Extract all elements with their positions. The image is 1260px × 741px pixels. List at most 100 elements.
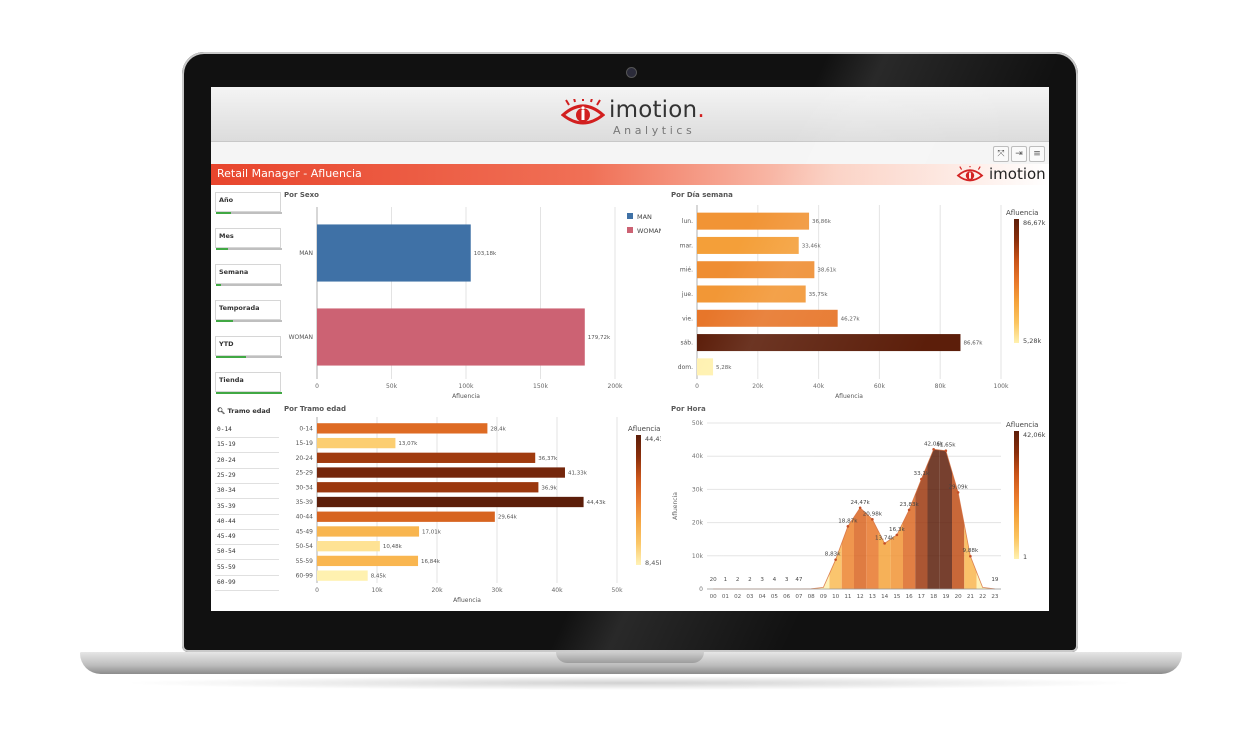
menu-button[interactable]: ≡: [1029, 146, 1045, 162]
bar: [317, 570, 368, 581]
filter-selection-fill: [216, 212, 231, 214]
y-tick-label: 40k: [692, 453, 704, 460]
legend-max: 44,43k: [645, 435, 661, 443]
data-label: 41,33k: [568, 471, 588, 477]
filter-5[interactable]: YTD: [215, 336, 282, 358]
x-tick-label: 09: [820, 594, 828, 600]
app-header: imotion. Analytics: [211, 87, 1049, 142]
bar: [317, 511, 495, 522]
x-tick-label: 00: [710, 594, 718, 600]
y-axis-label: Afluencia: [672, 492, 679, 520]
tramo-item[interactable]: 30-34: [215, 484, 279, 500]
data-label: 23,83k: [899, 502, 919, 508]
x-tick-label: 14: [881, 594, 889, 600]
tramo-item-label: 25-29: [217, 471, 236, 479]
chart-tramo: 0 10k 20k 30k 40k 50k 28,4k 0-14 13,07k 15-19 36,3…: [296, 417, 661, 604]
area-segment: [903, 494, 916, 589]
bar: [697, 212, 810, 230]
x-tick-label: 13: [869, 594, 877, 600]
filter-1[interactable]: Año: [215, 192, 282, 214]
filter-selection-fill: [216, 284, 222, 286]
tramo-item[interactable]: 15-19: [215, 438, 279, 454]
tramo-item[interactable]: 0-14: [215, 423, 279, 438]
data-point: [956, 491, 960, 494]
tramo-item[interactable]: 20-24: [215, 454, 279, 469]
data-point: [907, 508, 911, 512]
data-label: 17,01k: [422, 529, 442, 535]
data-label: 28,4k: [490, 426, 506, 432]
category-label: 60-99: [296, 573, 314, 580]
legend-max: 86,67k: [1023, 219, 1046, 227]
data-label: 19: [991, 577, 999, 583]
x-tick-label: 17: [918, 594, 926, 600]
tramo-item[interactable]: 60-99: [215, 576, 279, 591]
data-label: 41,65k: [936, 443, 956, 449]
legend-min: 1: [1023, 553, 1027, 561]
x-tick-label: 20k: [752, 383, 764, 390]
brand-logo: imotion. Analytics: [561, 93, 721, 137]
tramo-item[interactable]: 40-44: [215, 515, 279, 530]
area-segment: [878, 531, 891, 589]
small-brand-name: imotion: [989, 165, 1046, 183]
tramo-item[interactable]: 50-54: [215, 545, 279, 561]
eye-logo-icon: [956, 166, 984, 182]
area-segment: [866, 513, 879, 589]
area-segment: [952, 471, 965, 589]
x-tick-label: 22: [979, 594, 986, 600]
data-label: 42,06k: [924, 441, 944, 447]
legend-color-bar: [1014, 431, 1019, 559]
x-tick-label: 01: [722, 594, 730, 600]
bar: [317, 308, 585, 366]
filter-selection-fill: [216, 248, 228, 250]
filter-label: Año: [219, 196, 234, 204]
tramo-item-label: 45-49: [217, 533, 236, 541]
tramo-item-label: 20-24: [217, 456, 236, 464]
filter-selection-bar: [216, 248, 282, 250]
category-label: WOMAN: [289, 334, 313, 341]
filter-3[interactable]: Semana: [215, 264, 282, 286]
filter-6[interactable]: Tienda: [215, 372, 282, 394]
data-label: 2: [748, 577, 752, 583]
filter-2[interactable]: Mes: [215, 228, 282, 250]
chart-title-sexo: Por Sexo: [284, 191, 319, 199]
x-tick-label: 08: [808, 594, 816, 600]
data-point: [858, 506, 862, 510]
chart-dia: 0 20k 40k 60k 80k 100k 36,86k lun. 33,46k mar. 38,…: [678, 205, 1046, 400]
tramo-item[interactable]: 25-29: [215, 469, 279, 484]
tramo-item[interactable]: 35-39: [215, 500, 279, 515]
category-label: 40-44: [296, 514, 314, 521]
legend-label: WOMAN: [637, 227, 661, 235]
area-segment: [939, 450, 952, 589]
y-tick-label: 10k: [692, 553, 704, 560]
tramo-item-label: 60-99: [217, 579, 236, 586]
data-label: 47: [795, 577, 803, 583]
tramo-item[interactable]: 45-49: [215, 530, 279, 546]
data-label: 13,74k: [875, 535, 895, 541]
data-label: 29,09k: [948, 484, 968, 490]
fullscreen-button[interactable]: ⤧: [993, 146, 1009, 162]
tramo-item[interactable]: 55-59: [215, 561, 279, 576]
x-tick-label: 02: [734, 594, 741, 600]
filter-4[interactable]: Temporada: [215, 300, 282, 322]
legend-title: Afluencia: [1006, 209, 1038, 217]
y-tick-label: 0: [699, 586, 703, 593]
data-point: [834, 558, 837, 561]
legend-color-bar: [636, 435, 641, 565]
x-tick-label: 03: [746, 594, 754, 600]
export-button[interactable]: ⇥: [1011, 146, 1027, 162]
category-label: sáb.: [680, 340, 693, 347]
x-tick-label: 23: [991, 594, 999, 600]
data-label: 8,83k: [825, 552, 841, 558]
bar: [317, 452, 536, 463]
bar: [317, 496, 584, 508]
bar: [317, 526, 420, 537]
tramo-item-label: 0-14: [217, 426, 232, 433]
x-tick-label: 21: [967, 594, 975, 600]
data-point: [932, 448, 935, 451]
bar: [697, 236, 799, 254]
x-tick-label: 50k: [386, 383, 398, 390]
x-tick-label: 150k: [533, 383, 548, 390]
x-tick-label: 19: [942, 594, 950, 600]
data-point: [871, 518, 874, 521]
